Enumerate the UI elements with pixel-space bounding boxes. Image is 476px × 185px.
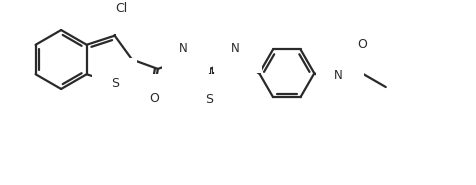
Text: N: N [231, 42, 240, 55]
Text: O: O [357, 38, 367, 51]
Text: S: S [206, 93, 214, 106]
Text: Cl: Cl [115, 2, 128, 15]
Text: S: S [111, 77, 119, 90]
Text: O: O [149, 92, 159, 105]
Text: N: N [334, 69, 343, 82]
Text: H: H [238, 48, 246, 58]
Text: H: H [187, 48, 194, 58]
Text: N: N [179, 42, 188, 55]
Text: H: H [341, 75, 349, 85]
